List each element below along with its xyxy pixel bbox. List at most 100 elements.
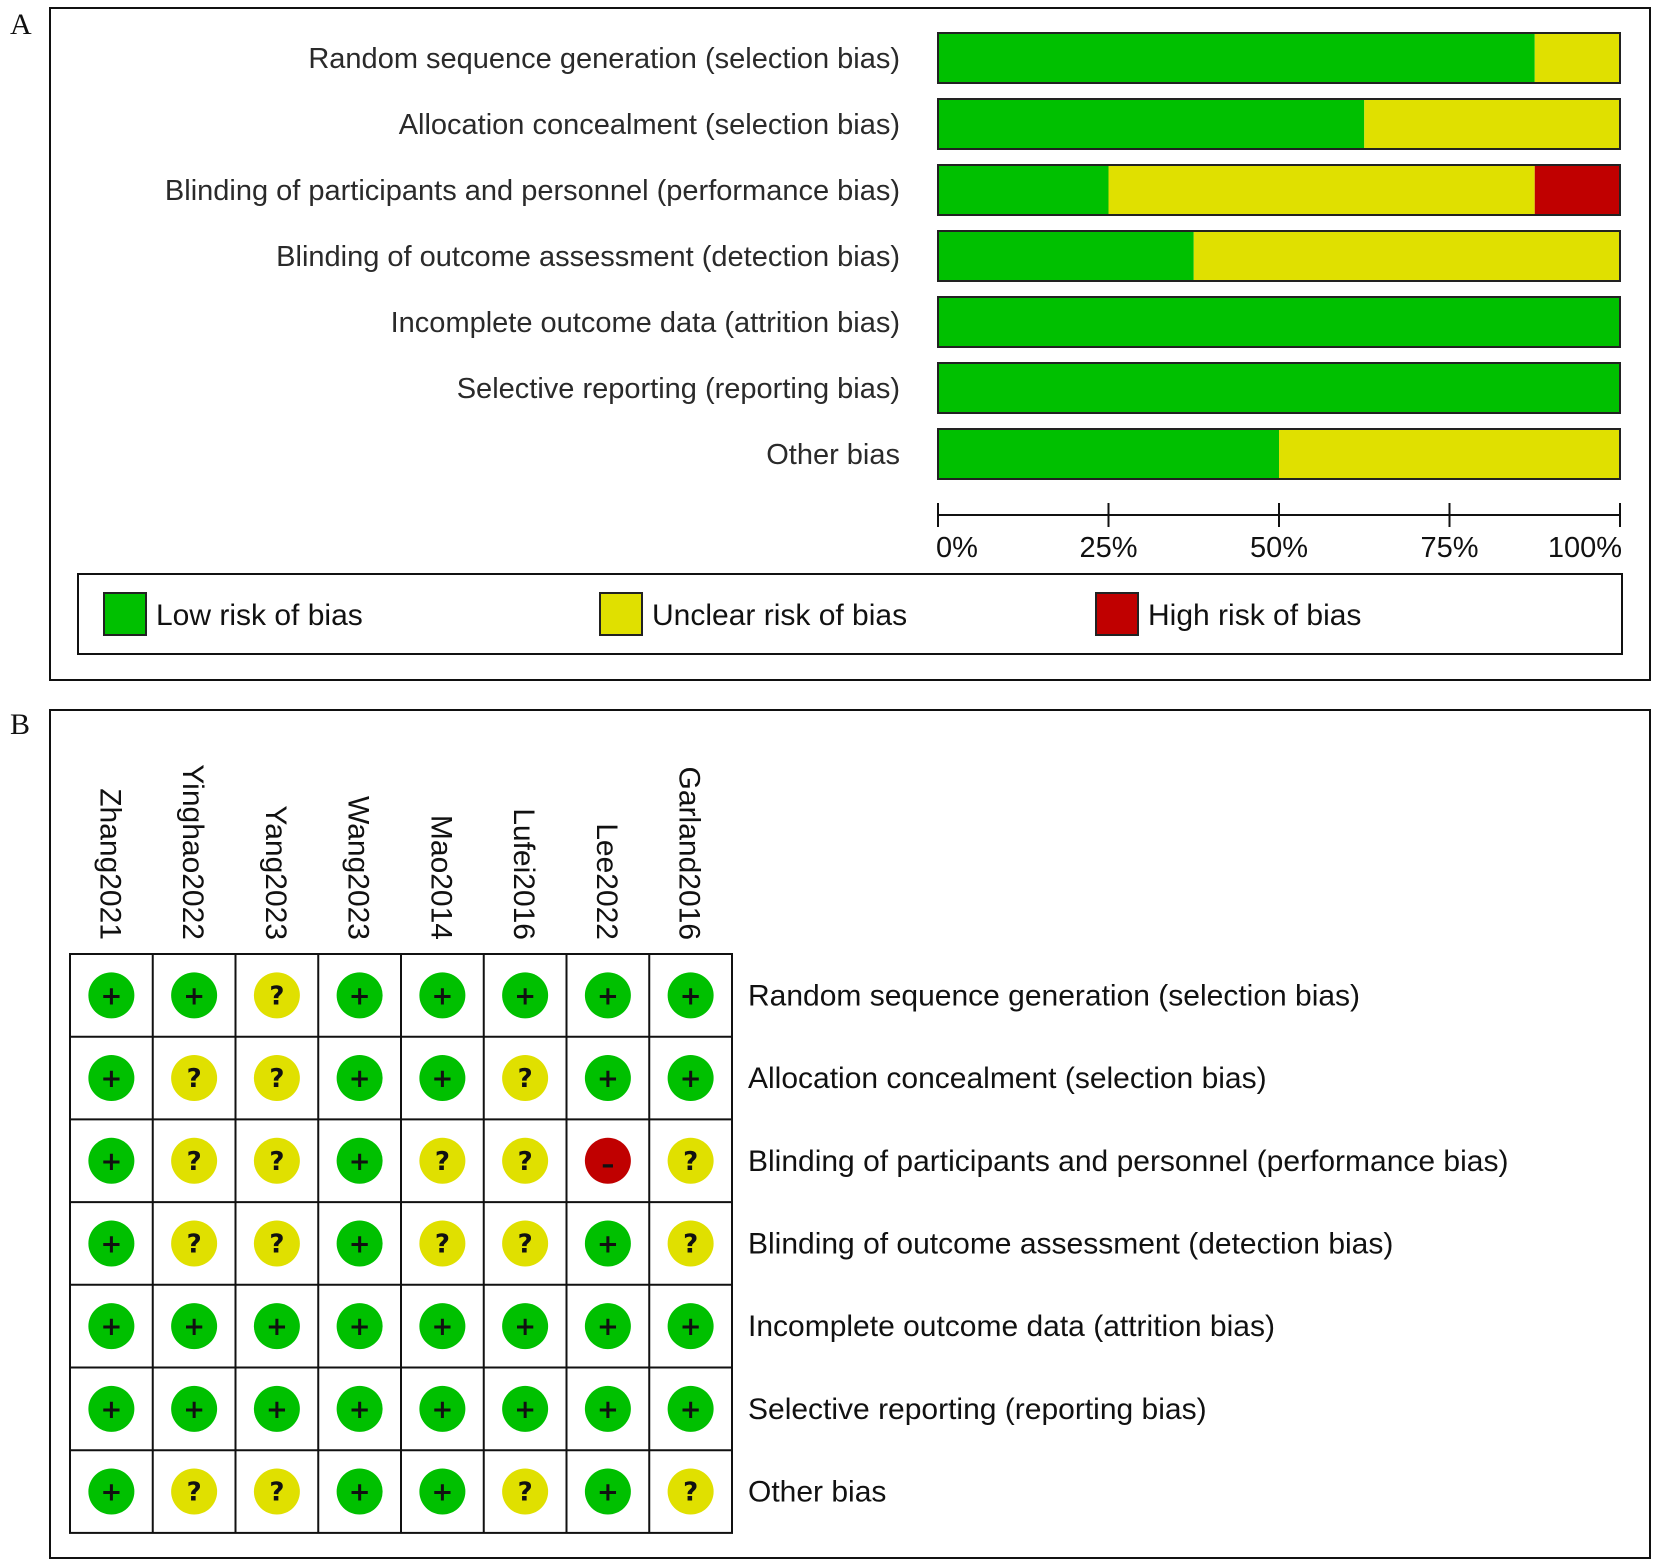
bar-segment-low xyxy=(938,429,1279,479)
judgement-symbol: + xyxy=(680,1395,702,1425)
judgement-symbol: + xyxy=(431,1312,453,1342)
judgement-unclear: ? xyxy=(171,1137,218,1184)
judgement-dot-low xyxy=(336,1137,383,1184)
judgement-dot-low xyxy=(171,1303,218,1350)
judgement-high: – xyxy=(584,1137,631,1184)
judgement-low: + xyxy=(584,1303,631,1350)
domain-label: Other bias xyxy=(748,1476,886,1509)
judgement-dot-low xyxy=(88,972,135,1019)
judgement-unclear: ? xyxy=(171,1055,218,1102)
judgement-symbol: + xyxy=(349,1147,371,1177)
bar-outline xyxy=(937,296,1621,348)
bar-segment-low xyxy=(938,33,1535,83)
judgement-symbol: ? xyxy=(518,1064,533,1094)
judgement-dot-unclear xyxy=(253,1468,300,1515)
judgement-low: + xyxy=(584,1055,631,1102)
category-label: Incomplete outcome data (attrition bias) xyxy=(391,307,900,339)
category-label: Other bias xyxy=(766,439,900,471)
judgement-unclear: ? xyxy=(171,1468,218,1515)
judgement-symbol: ? xyxy=(187,1064,202,1094)
judgement-symbol: + xyxy=(680,1064,702,1094)
judgement-low: + xyxy=(88,1137,135,1184)
judgement-dot-low xyxy=(253,1385,300,1432)
category-label: Selective reporting (reporting bias) xyxy=(457,373,900,405)
judgement-symbol: + xyxy=(100,1478,122,1508)
judgement-dot-unclear xyxy=(171,1468,218,1515)
bar-row: Allocation concealment (selection bias) xyxy=(399,98,1621,150)
judgement-unclear: ? xyxy=(253,1137,300,1184)
bar-segment-low xyxy=(938,297,1620,347)
bar-segment-low xyxy=(938,231,1194,281)
bar-segment-unclear xyxy=(1279,429,1620,479)
judgement-unclear: ? xyxy=(667,1468,714,1515)
bar-row: Random sequence generation (selection bi… xyxy=(308,32,1621,84)
judgement-dot-unclear xyxy=(667,1468,714,1515)
legend-item-high: High risk of bias xyxy=(1095,592,1361,636)
bar-segment-unclear xyxy=(1364,99,1620,149)
judgement-symbol: + xyxy=(431,1064,453,1094)
judgement-symbol: + xyxy=(349,1064,371,1094)
bar-outline xyxy=(937,32,1621,84)
judgement-low: + xyxy=(171,1385,218,1432)
legend-label: High risk of bias xyxy=(1148,599,1361,632)
judgement-dot-low xyxy=(88,1385,135,1432)
panel-b-letter: B xyxy=(10,708,30,741)
judgement-dot-low xyxy=(88,1220,135,1267)
judgement-low: + xyxy=(88,1055,135,1102)
judgement-symbol: + xyxy=(597,1478,619,1508)
judgement-symbol: ? xyxy=(435,1147,450,1177)
judgement-low: + xyxy=(667,972,714,1019)
judgement-low: + xyxy=(336,1303,383,1350)
judgement-symbol: ? xyxy=(683,1478,698,1508)
study-label: Zhang2021 xyxy=(93,788,126,940)
legend-swatch-high xyxy=(1095,592,1139,636)
judgement-symbol: + xyxy=(349,1395,371,1425)
judgement-dot-unclear xyxy=(502,1468,549,1515)
judgement-dot-unclear xyxy=(502,1055,549,1102)
judgement-low: + xyxy=(88,1220,135,1267)
judgement-dot-low xyxy=(336,1385,383,1432)
judgement-dot-low xyxy=(584,1055,631,1102)
judgement-low: + xyxy=(336,1220,383,1267)
judgement-symbol: + xyxy=(100,1229,122,1259)
bar-outline xyxy=(937,362,1621,414)
judgement-dot-low xyxy=(171,1385,218,1432)
study-label: Wang2023 xyxy=(342,796,375,940)
judgement-low: + xyxy=(88,972,135,1019)
bar-row: Other bias xyxy=(766,428,1621,480)
study-label: Garland2016 xyxy=(673,767,706,940)
judgement-dot-unclear xyxy=(253,1137,300,1184)
judgement-low: + xyxy=(419,1055,466,1102)
judgement-low: + xyxy=(88,1385,135,1432)
judgement-dot-low xyxy=(88,1468,135,1515)
judgement-symbol: + xyxy=(183,981,205,1011)
domain-label: Blinding of participants and personnel (… xyxy=(748,1145,1508,1178)
domain-labels: Random sequence generation (selection bi… xyxy=(748,979,1508,1508)
judgement-dot-low xyxy=(584,1385,631,1432)
judgement-symbol: + xyxy=(266,1395,288,1425)
judgement-dot-low xyxy=(584,1303,631,1350)
judgement-low: + xyxy=(336,1137,383,1184)
judgement-dot-unclear xyxy=(253,972,300,1019)
judgement-symbol: + xyxy=(100,1395,122,1425)
bar-outline xyxy=(937,164,1621,216)
judgement-low: + xyxy=(502,972,549,1019)
bar-segment-low xyxy=(938,99,1365,149)
judgement-unclear: ? xyxy=(253,1468,300,1515)
judgement-dot-low xyxy=(336,972,383,1019)
risk-summary-grid: + +? + + + + + +?? + +? + + +?? +?? – ? +?? +?? + ? + + + + + + + +… xyxy=(69,953,733,1534)
judgement-symbol: + xyxy=(597,1395,619,1425)
bar-segment-low xyxy=(938,165,1109,215)
judgement-unclear: ? xyxy=(171,1220,218,1267)
judgement-symbol: ? xyxy=(269,1064,284,1094)
study-label: Mao2014 xyxy=(424,815,457,940)
judgement-symbol: + xyxy=(349,981,371,1011)
judgement-symbol: ? xyxy=(269,1147,284,1177)
judgement-symbol: ? xyxy=(187,1229,202,1259)
judgement-low: + xyxy=(419,1468,466,1515)
judgement-unclear: ? xyxy=(502,1220,549,1267)
bar-segment-unclear xyxy=(1534,33,1620,83)
judgement-dot-unclear xyxy=(419,1137,466,1184)
judgement-symbol: + xyxy=(349,1229,371,1259)
judgement-symbol: + xyxy=(597,1064,619,1094)
